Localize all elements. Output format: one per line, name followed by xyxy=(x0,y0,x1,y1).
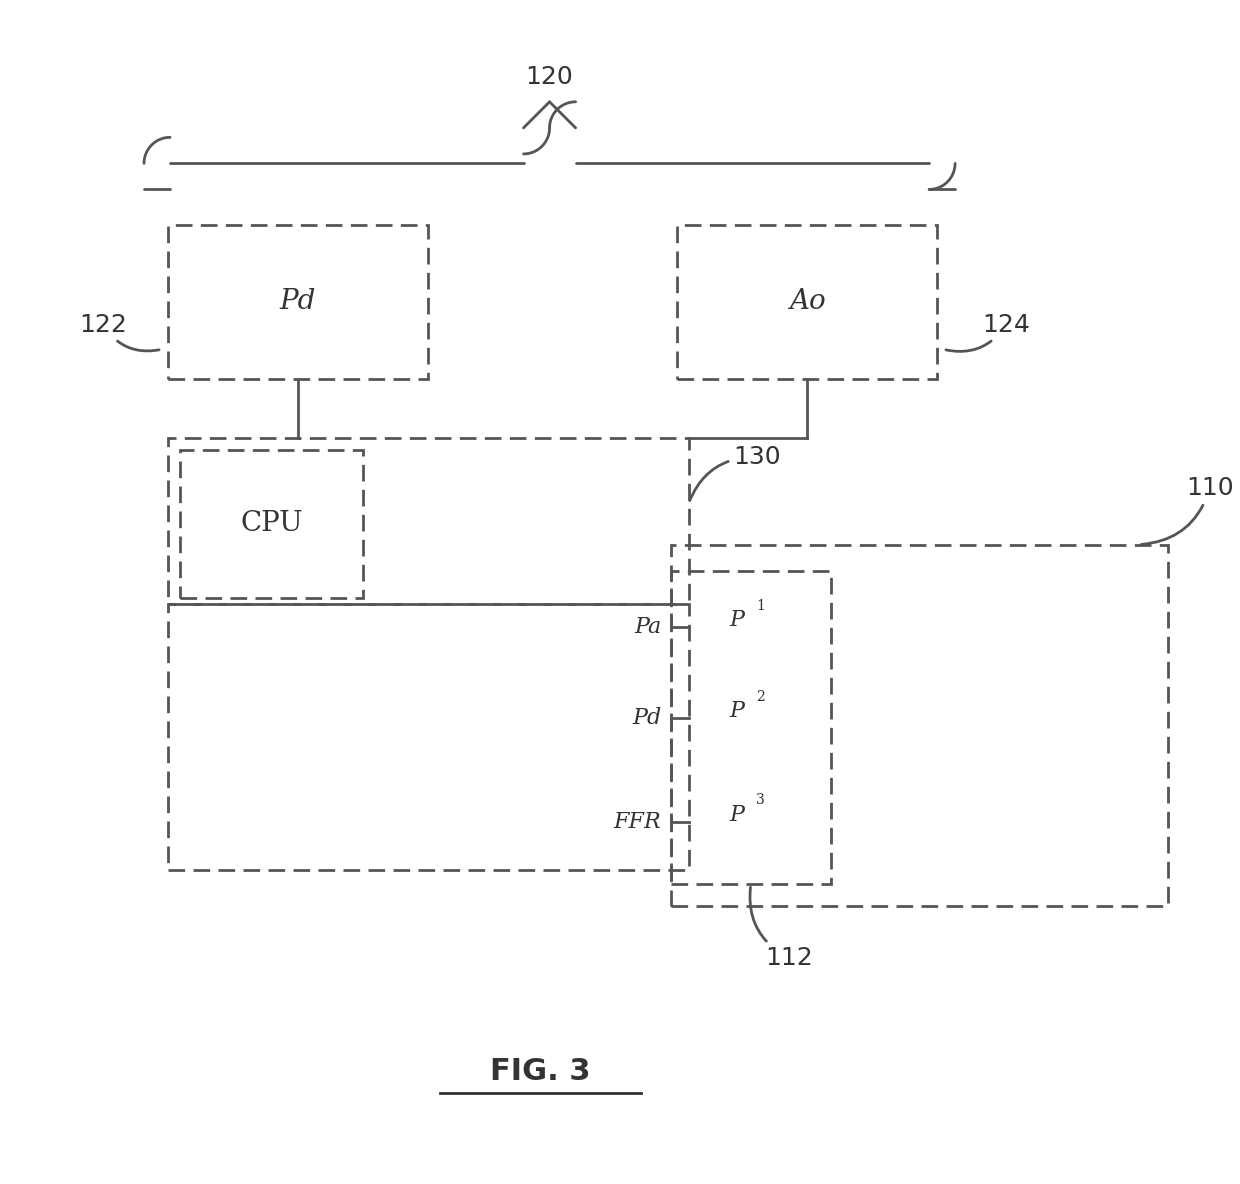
Text: 3: 3 xyxy=(756,793,765,807)
Text: FIG. 3: FIG. 3 xyxy=(491,1057,591,1086)
Text: Pd: Pd xyxy=(280,289,316,315)
Text: Pa: Pa xyxy=(634,616,661,638)
Text: 120: 120 xyxy=(526,65,573,89)
Text: 124: 124 xyxy=(946,313,1030,352)
Text: 2: 2 xyxy=(756,690,765,703)
Bar xyxy=(167,438,688,604)
Bar xyxy=(677,225,937,379)
Text: P: P xyxy=(729,609,744,631)
Bar xyxy=(180,450,363,598)
Bar xyxy=(167,604,688,870)
Text: 110: 110 xyxy=(1141,476,1234,545)
Text: 130: 130 xyxy=(689,445,781,501)
Bar xyxy=(167,225,428,379)
Text: 1: 1 xyxy=(756,599,765,613)
Text: 112: 112 xyxy=(750,887,812,970)
Text: CPU: CPU xyxy=(241,510,303,538)
Text: Ao: Ao xyxy=(789,289,826,315)
Text: P: P xyxy=(729,700,744,722)
Text: 122: 122 xyxy=(79,313,159,350)
Text: Pd: Pd xyxy=(632,707,661,729)
Text: P: P xyxy=(729,804,744,825)
Text: FFR: FFR xyxy=(614,811,661,832)
Bar xyxy=(671,545,1168,906)
Bar xyxy=(671,571,831,884)
